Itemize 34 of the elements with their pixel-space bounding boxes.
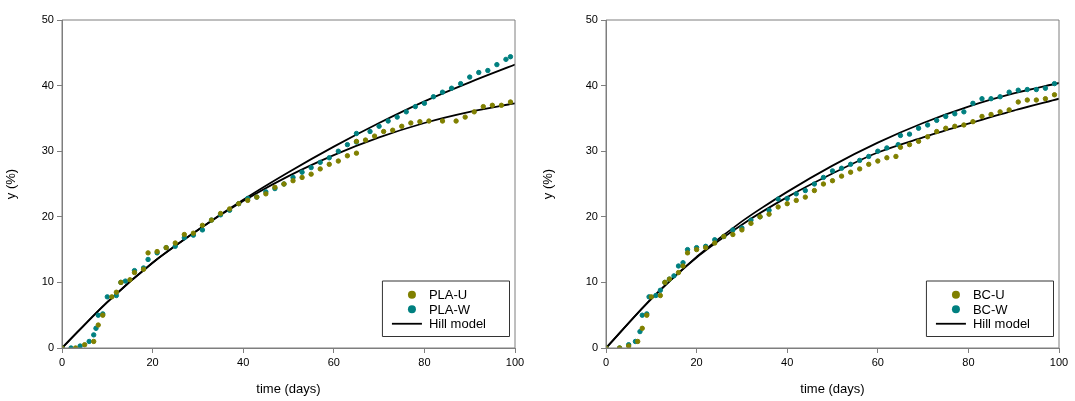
y-tick-label: 40 <box>41 78 54 91</box>
x-axis-title: time (days) <box>800 380 865 396</box>
y-tick-label: 30 <box>585 144 598 157</box>
x-tick-label: 100 <box>505 355 525 368</box>
y-axis-title: y (%) <box>3 168 19 200</box>
y-tick-label: 20 <box>585 209 598 222</box>
x-tick-label: 20 <box>690 355 703 368</box>
x-tick-label: 80 <box>962 355 975 368</box>
legend-label: PLA-U <box>428 287 468 303</box>
legend-label: Hill model <box>428 316 487 332</box>
x-tick-label: 60 <box>871 355 884 368</box>
x-tick-label: 100 <box>1049 355 1069 368</box>
x-tick-label: 40 <box>781 355 794 368</box>
y-tick-label: 40 <box>585 78 598 91</box>
x-tick-label: 40 <box>237 355 250 368</box>
y-tick-label: 10 <box>585 275 598 288</box>
y-tick-label: 10 <box>41 275 54 288</box>
legend-label: BC-U <box>972 287 1005 303</box>
legend-label: PLA-W <box>428 301 471 317</box>
legend-label: BC-W <box>972 301 1009 317</box>
y-tick-label: 50 <box>41 13 54 26</box>
x-tick-label: 60 <box>327 355 340 368</box>
y-tick-label: 0 <box>591 341 598 354</box>
x-tick-label: 0 <box>58 355 66 368</box>
x-tick-label: 20 <box>146 355 159 368</box>
x-axis-title: time (days) <box>256 380 321 396</box>
y-axis-title: y (%) <box>540 168 556 200</box>
y-tick-label: 50 <box>585 13 598 26</box>
y-tick-label: 0 <box>47 341 54 354</box>
y-tick-label: 30 <box>41 144 54 157</box>
x-tick-label: 80 <box>418 355 431 368</box>
x-tick-label: 0 <box>602 355 610 368</box>
y-tick-label: 20 <box>41 209 54 222</box>
legend-label: Hill model <box>972 316 1031 332</box>
